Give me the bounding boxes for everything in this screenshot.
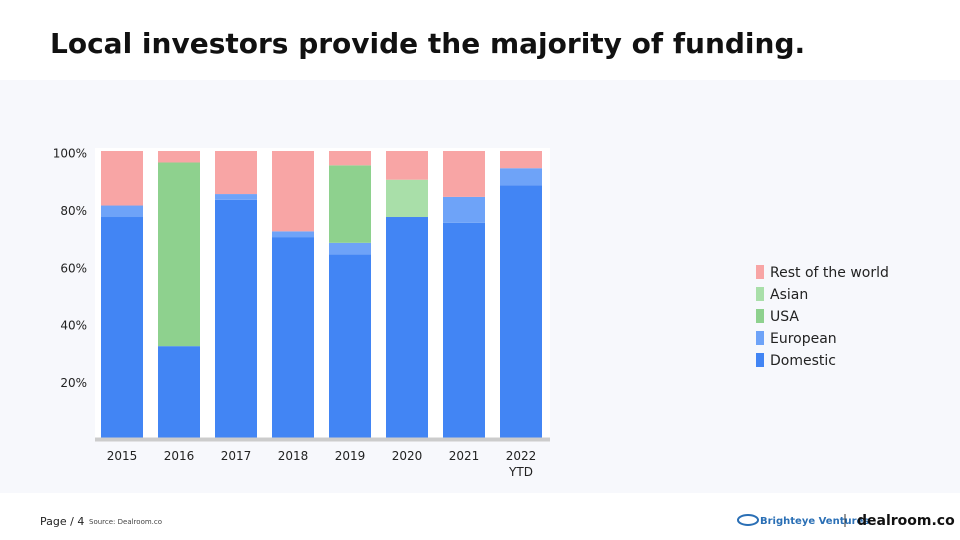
bar-segment [215, 151, 257, 195]
x-tick-label: 2022 YTD [505, 449, 537, 479]
bar-segment [101, 205, 143, 218]
legend-label: Asian [770, 287, 808, 303]
bar-segment [272, 151, 314, 232]
bar-segment [386, 217, 428, 438]
bar-segment [443, 151, 485, 197]
bar-segment [272, 237, 314, 438]
bar-segment [329, 165, 371, 243]
logo-icon [737, 514, 759, 526]
logo-left: Brighteye Ventures [760, 516, 869, 527]
y-tick-label: 100% [53, 147, 87, 161]
x-tick-label: 2016 [163, 449, 195, 463]
bar-segment [500, 185, 542, 438]
legend-swatch [756, 331, 764, 345]
bar-segment [215, 194, 257, 200]
source: Source: Dealroom.co [89, 518, 162, 526]
page-label: Page / 4 [40, 515, 84, 528]
bar-segment [158, 346, 200, 438]
y-tick-label: 20% [60, 376, 87, 390]
legend-label: European [770, 331, 837, 347]
legend-swatch [756, 309, 764, 323]
y-tick-label: 80% [60, 204, 87, 218]
bar-segment [101, 151, 143, 206]
x-tick-label: 2021 [448, 449, 480, 463]
bar-segment [158, 162, 200, 347]
bar-segment [329, 151, 371, 166]
bar-segment [500, 151, 542, 169]
legend-swatch [756, 287, 764, 301]
legend-swatch [756, 265, 764, 279]
y-tick-label: 40% [60, 319, 87, 333]
bar-segment [158, 151, 200, 163]
x-tick-label: 2017 [220, 449, 252, 463]
bar-segment [443, 196, 485, 223]
bar-segment [500, 168, 542, 186]
bar-segment [101, 217, 143, 438]
title: Local investors provide the majority of … [50, 27, 805, 60]
logo-right: dealroom.co [857, 513, 955, 529]
legend-label: Rest of the world [770, 265, 889, 281]
x-tick-label: 2015 [106, 449, 138, 463]
y-tick-label: 60% [60, 261, 87, 275]
bar-segment [329, 242, 371, 255]
bar-segment [443, 222, 485, 438]
x-tick-label: 2018 [277, 449, 309, 463]
bar-segment [386, 151, 428, 180]
legend-swatch [756, 353, 764, 367]
legend-label: Domestic [770, 353, 836, 369]
x-tick-label: 2020 [391, 449, 423, 463]
legend-label: USA [770, 309, 799, 325]
bar-segment [215, 199, 257, 438]
x-tick-label: 2019 [334, 449, 366, 463]
bar-segment [329, 254, 371, 438]
bar-segment [386, 179, 428, 218]
bar-segment [272, 231, 314, 238]
